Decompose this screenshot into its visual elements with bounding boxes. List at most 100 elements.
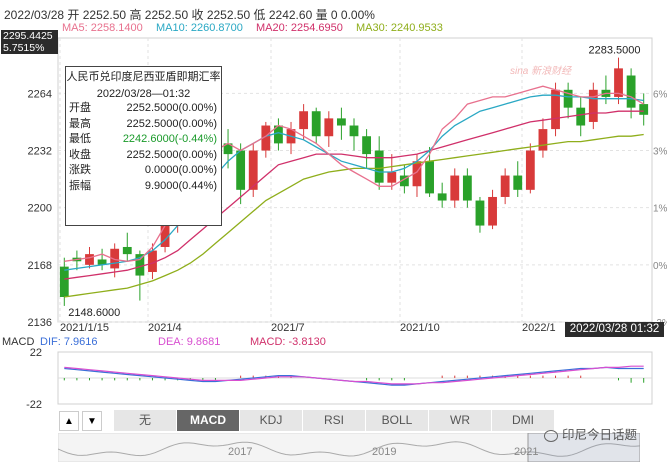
macd-chart: 22 -22 bbox=[26, 348, 653, 410]
nav-year: 2019 bbox=[372, 446, 397, 458]
candle-body bbox=[437, 193, 447, 201]
candle-body bbox=[160, 225, 170, 247]
tooltip-key: 收盘 bbox=[69, 148, 91, 161]
tab-wr[interactable]: WR bbox=[429, 410, 492, 431]
tooltip-value: 2252.5000(0.00%) bbox=[126, 117, 217, 130]
macd-value-label: MACD: -3.8130 bbox=[250, 336, 326, 348]
ma20-label: MA20: 2254.6950 bbox=[256, 22, 343, 34]
candle-body bbox=[588, 89, 598, 122]
x-tick-label: 2022/1 bbox=[522, 322, 556, 334]
nav-year: 2017 bbox=[228, 446, 253, 458]
candle-body bbox=[425, 161, 434, 194]
macd-title: MACD bbox=[2, 336, 35, 348]
candle-body bbox=[274, 125, 283, 144]
candle-body bbox=[85, 254, 94, 265]
tooltip-value-low: 2242.6000(-0.44%) bbox=[122, 133, 217, 145]
candle-body bbox=[135, 254, 145, 276]
tooltip-row-high: 最高 2252.5000(0.00%) bbox=[66, 117, 221, 133]
range-navigator[interactable] bbox=[58, 433, 640, 462]
tooltip-row-amplitude: 振幅 9.9000(0.44%) bbox=[66, 179, 221, 195]
candle-body bbox=[148, 250, 157, 272]
cursor-date-badge: 2022/03/28 01:32 bbox=[565, 322, 664, 337]
ma30-line bbox=[64, 133, 644, 298]
dif-label: DIF: 7.9616 bbox=[40, 336, 98, 348]
candle-body bbox=[97, 259, 107, 265]
x-tick-label: 2021/7 bbox=[271, 322, 305, 334]
tooltip-title: 人民币兑印度尼西亚盾即期汇率 bbox=[66, 71, 221, 83]
y-tick-label: 2232 bbox=[28, 146, 52, 158]
y-tick-label: 2136 bbox=[28, 317, 52, 329]
tab-macd[interactable]: MACD bbox=[177, 410, 240, 431]
x-tick-label: 2021/4 bbox=[148, 322, 182, 334]
sina-watermark: sina 新浪财经 bbox=[510, 66, 572, 77]
candle-body bbox=[311, 111, 321, 137]
y-tick-label: 2168 bbox=[28, 260, 52, 272]
candle-body bbox=[614, 68, 623, 97]
tooltip-date: 2022/03/28—01:32 bbox=[96, 88, 191, 100]
candle-body bbox=[450, 175, 460, 201]
ma10-label: MA10: 2260.8700 bbox=[156, 22, 243, 34]
tooltip-key: 最高 bbox=[69, 117, 91, 130]
quote-line: 2022/03/28 开 2252.50 高 2252.50 收 2252.50… bbox=[4, 8, 375, 22]
tooltip-key: 最低 bbox=[69, 133, 91, 145]
tooltip-row-low: 最低 2242.6000(-0.44%) bbox=[66, 132, 221, 148]
candle-body bbox=[412, 161, 422, 187]
wechat-watermark: 印尼今日话题 bbox=[544, 424, 637, 443]
tab-boll[interactable]: BOLL bbox=[366, 410, 429, 431]
y-tick-label: 2264 bbox=[28, 88, 52, 100]
wechat-icon bbox=[544, 429, 558, 442]
candle-body bbox=[299, 111, 309, 130]
x-tick-label: 2021/10 bbox=[400, 322, 440, 334]
y-right-tick-label: 6% bbox=[653, 89, 667, 100]
candle-body bbox=[399, 175, 409, 187]
last-price-pct: 5.7515% bbox=[3, 42, 45, 54]
tab-dmi[interactable]: DMI bbox=[492, 410, 555, 431]
candle-body bbox=[551, 89, 560, 130]
ma5-line bbox=[64, 85, 645, 262]
candle-body bbox=[475, 200, 485, 226]
candle-body bbox=[122, 246, 132, 255]
tooltip-row-change: 涨跌 0.0000(0.00%) bbox=[66, 163, 221, 179]
navigator-line bbox=[58, 441, 640, 457]
candle-body bbox=[349, 125, 359, 137]
x-axis-labels: 2021/1/15 2021/4 2021/7 2021/10 2022/1 bbox=[0, 322, 667, 336]
quote-header: 2022/03/28 开 2252.50 高 2252.50 收 2252.50… bbox=[0, 0, 667, 30]
tab-none[interactable]: 无 bbox=[114, 410, 177, 431]
candle-body bbox=[374, 150, 384, 183]
scroll-up-button[interactable]: ▲ bbox=[59, 411, 79, 431]
candle-body bbox=[110, 248, 120, 269]
tooltip-key: 开盘 bbox=[69, 102, 91, 114]
tab-kdj[interactable]: KDJ bbox=[240, 410, 303, 431]
candle-body bbox=[488, 196, 497, 226]
candle-body bbox=[525, 150, 535, 190]
candle-body bbox=[261, 125, 271, 151]
navigator-frame bbox=[58, 433, 640, 462]
candle-body bbox=[626, 75, 636, 108]
tooltip-value: 2252.5000(0.00%) bbox=[126, 102, 217, 114]
y-right-tick-label: 3% bbox=[653, 147, 667, 158]
scroll-down-button[interactable]: ▼ bbox=[82, 411, 102, 431]
ma5-label: MA5: 2258.1400 bbox=[62, 22, 143, 34]
macd-tick-label: -22 bbox=[26, 399, 42, 410]
tooltip-value: 2252.5000(0.00%) bbox=[126, 148, 217, 161]
tooltip-value: 9.9000(0.44%) bbox=[144, 179, 217, 192]
dea-label: DEA: 9.8681 bbox=[158, 336, 221, 348]
candle-body bbox=[563, 89, 573, 108]
candle-body bbox=[362, 136, 372, 155]
nav-year: 2021 bbox=[514, 446, 539, 458]
candle-body bbox=[223, 143, 233, 155]
y-tick-label: 2200 bbox=[28, 203, 52, 215]
candle-body bbox=[236, 150, 246, 190]
tooltip-key: 涨跌 bbox=[69, 164, 91, 176]
candle-body bbox=[336, 118, 346, 126]
tab-rsi[interactable]: RSI bbox=[303, 410, 366, 431]
high-annotation: 2283.5000 bbox=[589, 45, 641, 57]
last-price-badge: 2295.4425 5.7515% bbox=[1, 30, 58, 54]
candle-body bbox=[513, 175, 523, 190]
tooltip-value: 0.0000(0.00%) bbox=[144, 164, 217, 176]
y-right-tick-label: 1% bbox=[653, 204, 667, 215]
macd-tick-label: 22 bbox=[30, 348, 42, 359]
candle-body bbox=[576, 107, 586, 126]
candle-body bbox=[538, 129, 548, 151]
tooltip-key: 振幅 bbox=[69, 179, 91, 192]
